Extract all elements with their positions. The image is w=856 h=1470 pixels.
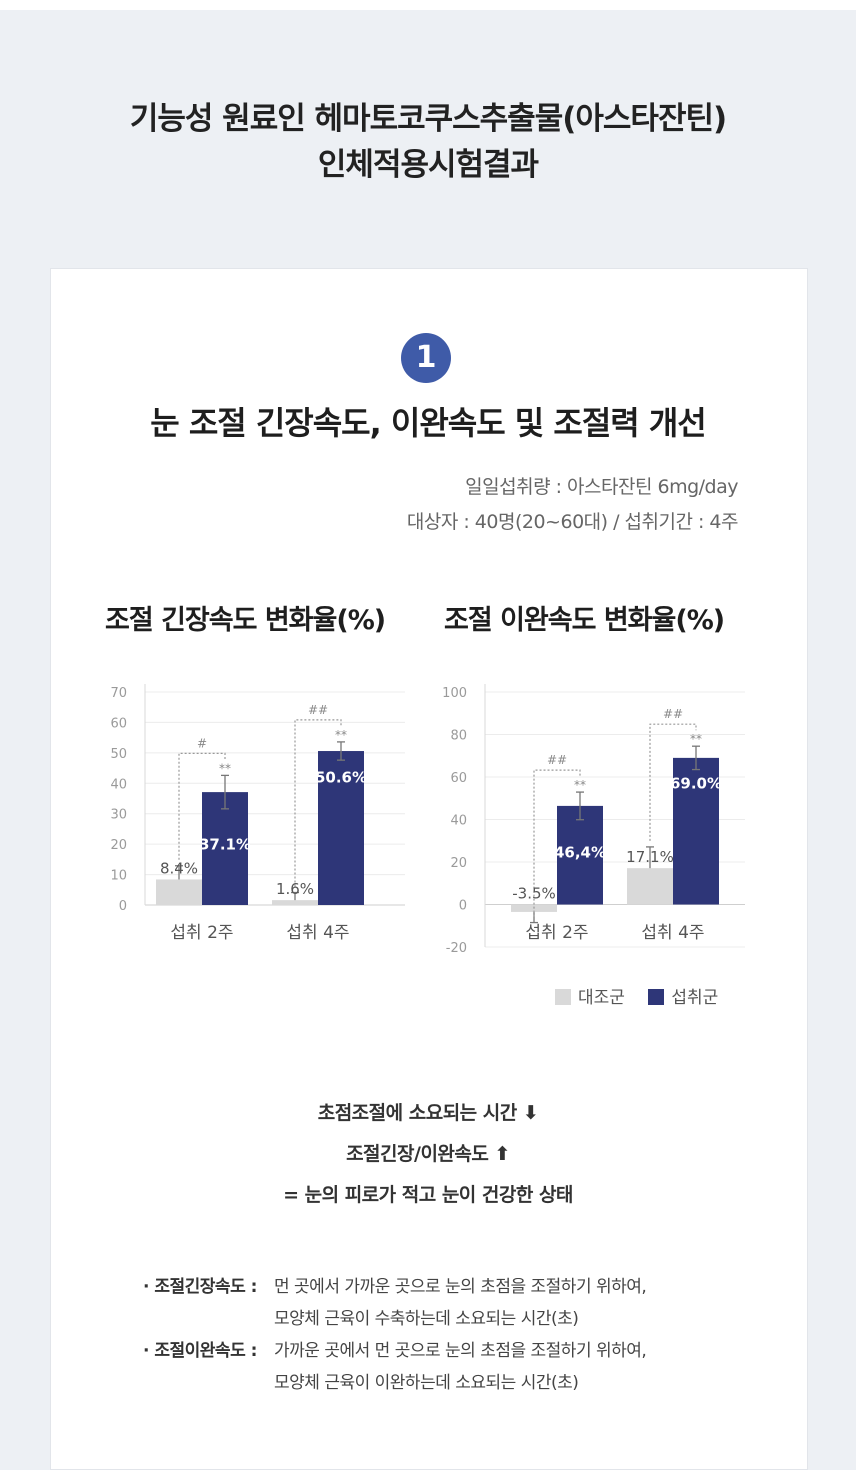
legend-intake: 섭취군 <box>648 988 718 1008</box>
chart-title-tension: 조절 긴장속도 변화율(%) <box>105 605 386 636</box>
legend-intake-label: 섭취군 <box>671 988 719 1008</box>
y-tick-label: 80 <box>450 729 467 744</box>
legend-control-swatch <box>555 989 571 1005</box>
y-tick-label: 0 <box>459 899 467 914</box>
top-strip <box>0 0 856 10</box>
y-tick-label: 40 <box>110 777 127 792</box>
chart-legend: 대조군 섭취군 <box>555 983 736 1008</box>
y-tick-label: 30 <box>110 808 127 823</box>
value-label-control: -3.5% <box>512 885 556 903</box>
comparison-bracket <box>178 752 226 860</box>
significance-stars: ** <box>335 728 347 742</box>
y-tick-label: 60 <box>450 771 467 786</box>
y-tick-label: 60 <box>110 716 127 731</box>
summary-speed: 조절긴장/이완속도 ⬆ <box>346 1143 510 1165</box>
summary-focus-time: 초점조절에 소요되는 시간 ⬇ <box>317 1102 539 1124</box>
significance-stars: ** <box>219 761 231 775</box>
value-label-control: 17.1% <box>626 848 674 866</box>
comparison-mark: ## <box>547 753 567 767</box>
page-title-line1: 기능성 원료인 헤마토코쿠스추출물(아스타잔틴) <box>129 101 727 137</box>
definition-text-relaxation-2: 모양체 근육이 이완하는데 소요되는 시간(초) <box>274 1373 579 1393</box>
bar-intake <box>202 792 248 905</box>
value-label-control: 8.4% <box>160 859 198 877</box>
category-label: 섭취 2주 <box>525 923 588 943</box>
definition-text-tension-1: 먼 곳에서 가까운 곳으로 눈의 초점을 조절하기 위하여, <box>274 1277 647 1297</box>
definition-term-tension: · 조절긴장속도 : <box>143 1277 257 1297</box>
comparison-mark: # <box>197 736 207 750</box>
category-label: 섭취 4주 <box>641 923 704 943</box>
legend-control: 대조군 <box>555 988 625 1008</box>
y-tick-label: 50 <box>110 747 127 762</box>
y-tick-label: 70 <box>110 686 127 701</box>
bar-control <box>272 900 318 905</box>
y-tick-label: 40 <box>450 814 467 829</box>
section-number-badge: 1 <box>401 333 451 383</box>
y-tick-label: 10 <box>110 869 127 884</box>
definition-text-tension-2: 모양체 근육이 수축하는데 소요되는 시간(초) <box>274 1309 579 1329</box>
definition-term-relaxation: · 조절이완속도 : <box>143 1341 257 1361</box>
value-label-intake: 69.0% <box>670 774 722 792</box>
daily-intake-text: 일일섭취량 : 아스타잔틴 6mg/day <box>465 476 738 498</box>
bar-intake <box>557 805 603 905</box>
value-label-intake: 46,4% <box>554 843 606 861</box>
bar-control <box>156 879 202 905</box>
subjects-text: 대상자 : 40명(20~60대) / 섭취기간 : 4주 <box>406 511 739 533</box>
tension-speed-chart: 0 10 20 30 40 50 60 70 ** #8.4%37.1% 섭취 2주 ** ## 1.6%… <box>110 684 405 943</box>
comparison-bracket <box>294 719 342 887</box>
value-label-control: 1.6% <box>276 880 314 898</box>
bar-intake <box>673 757 719 905</box>
comparison-bracket <box>533 769 581 917</box>
definition-text-relaxation-1: 가까운 곳에서 먼 곳으로 눈의 초점을 조절하기 위하여, <box>274 1341 647 1361</box>
significance-stars: ** <box>574 778 586 792</box>
page-title-line2: 인체적용시험결과 <box>317 147 539 183</box>
comparison-bracket <box>649 723 697 841</box>
value-label-intake: 37.1% <box>199 836 251 854</box>
section-title: 눈 조절 긴장속도, 이완속도 및 조절력 개선 <box>150 404 706 442</box>
comparison-mark: ## <box>308 703 328 717</box>
legend-control-label: 대조군 <box>578 988 625 1008</box>
bar-control <box>627 868 673 905</box>
page-title: 기능성 원료인 헤마토코쿠스추출물(아스타잔틴) 인체적용시험결과 <box>0 96 856 188</box>
y-tick-label: 20 <box>110 838 127 853</box>
y-tick-label: 20 <box>450 856 467 871</box>
relaxation-speed-chart: -20 0 20 40 60 80 100 ** ## -3.5% 46,4% 섭취 2주 ** ## 17… <box>442 684 745 956</box>
y-tick-label: -20 <box>446 941 467 956</box>
value-label-intake: 50.6% <box>315 769 367 787</box>
y-tick-label: 100 <box>442 686 467 701</box>
comparison-mark: ## <box>663 707 683 721</box>
chart-title-relaxation: 조절 이완속도 변화율(%) <box>444 605 725 636</box>
bar-intake <box>318 751 364 905</box>
category-label: 섭취 4주 <box>286 923 349 943</box>
significance-stars: ** <box>690 732 702 746</box>
summary-conclusion: = 눈의 피로가 적고 눈이 건강한 상태 <box>283 1184 573 1206</box>
category-label: 섭취 2주 <box>170 923 233 943</box>
y-tick-label: 0 <box>119 899 127 914</box>
legend-intake-swatch <box>648 989 665 1005</box>
